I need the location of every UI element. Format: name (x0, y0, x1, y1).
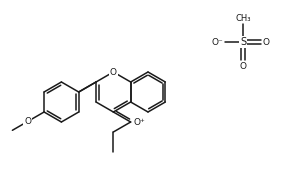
Text: O⁺: O⁺ (134, 117, 145, 127)
Text: CH₃: CH₃ (235, 14, 251, 23)
Text: O: O (110, 68, 117, 77)
Text: O: O (263, 38, 270, 46)
Text: S: S (240, 37, 246, 47)
Text: O: O (24, 117, 31, 126)
Text: O⁻: O⁻ (211, 38, 223, 46)
Text: O: O (239, 62, 247, 71)
